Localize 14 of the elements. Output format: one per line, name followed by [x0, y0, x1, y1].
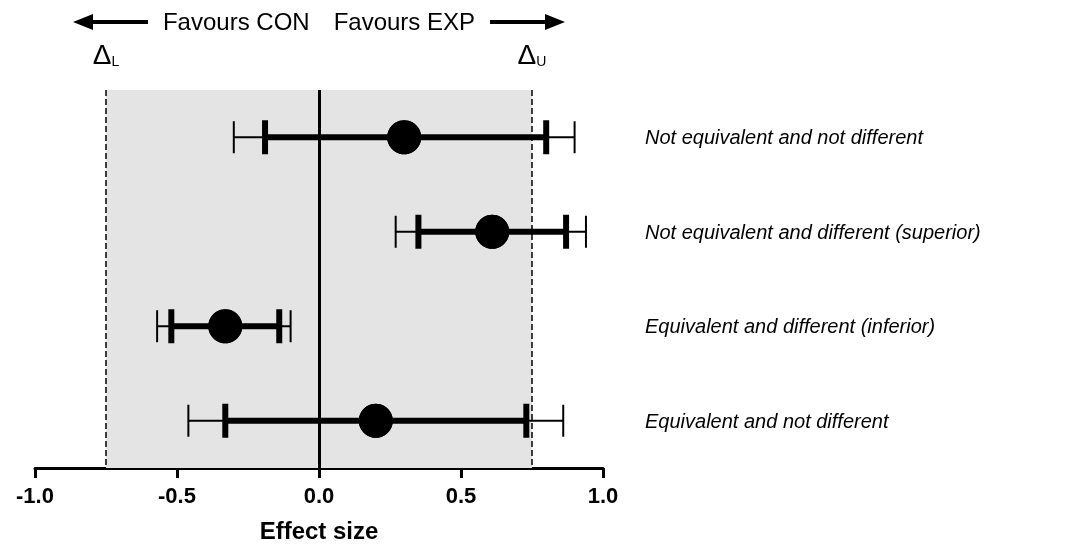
- y-tick-label: Not equivalent and not different: [645, 126, 925, 149]
- x-tick-label: -0.5: [158, 482, 196, 508]
- ref-line-label: ΔU: [517, 38, 547, 70]
- y-tick-label: Equivalent and not different: [645, 409, 890, 432]
- text: Favours EXP: [333, 8, 476, 36]
- ref-line-label: ΔL: [92, 38, 120, 70]
- x-tick-label: 0.0: [303, 482, 335, 508]
- y-tick-label: Equivalent and different (inferior): [645, 315, 936, 338]
- x-axis-title: Effect size: [259, 516, 379, 544]
- x-tick-label: 0.5: [445, 482, 477, 508]
- y-tick-label: Not equivalent and different (superior): [645, 220, 981, 243]
- text: Favours CON: [162, 8, 310, 36]
- x-tick-label: 1.0: [587, 482, 619, 508]
- x-tick-label: -1.0: [16, 482, 54, 508]
